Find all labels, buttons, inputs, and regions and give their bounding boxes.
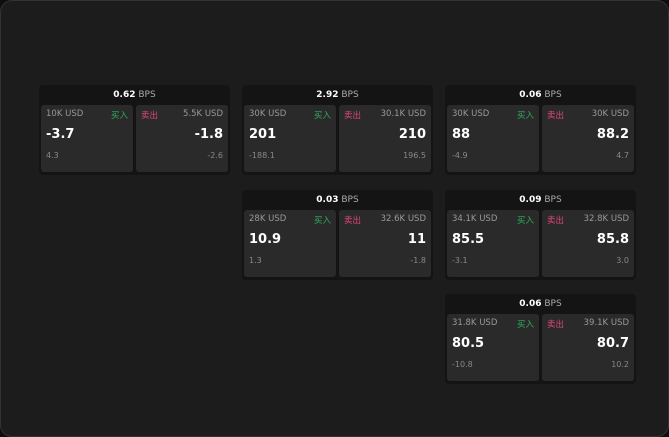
sell-size: 30K USD — [591, 109, 629, 119]
buy-size: 34.1K USD — [452, 214, 498, 224]
sell-size: 5.5K USD — [183, 109, 223, 119]
sell-label: 卖出 — [141, 111, 159, 121]
spread-value: 0.03 — [316, 195, 339, 205]
quote-card: 2.92 BPS 30K USD 买入 201 -188.1 卖出 30.1K US… — [242, 85, 433, 175]
sell-price: -1.8 — [194, 127, 223, 142]
sell-change: 10.2 — [611, 360, 629, 369]
buy-label: 买入 — [516, 320, 534, 330]
sell-change: 196.5 — [403, 151, 426, 160]
quote-card: 0.03 BPS 28K USD 买入 10.9 1.3 卖出 32.6K USD … — [242, 190, 433, 280]
spread-value: 0.06 — [519, 90, 542, 100]
buy-cell[interactable]: 10K USD 买入 -3.7 4.3 — [41, 105, 133, 172]
buy-price: 85.5 — [452, 232, 485, 247]
buy-size: 30K USD — [452, 109, 490, 119]
spread-header: 2.92 BPS — [242, 85, 433, 105]
sell-cell[interactable]: 卖出 32.6K USD 11 -1.8 — [339, 210, 431, 277]
sell-cell[interactable]: 卖出 30K USD 88.2 4.7 — [542, 105, 634, 172]
spread-header: 0.03 BPS — [242, 190, 433, 210]
buy-cell[interactable]: 34.1K USD 买入 85.5 -3.1 — [447, 210, 539, 277]
spread-header: 0.06 BPS — [445, 85, 636, 105]
buy-label: 买入 — [516, 216, 534, 226]
sell-label: 卖出 — [344, 216, 362, 226]
sell-cell[interactable]: 卖出 39.1K USD 80.7 10.2 — [542, 314, 634, 381]
sell-price: 88.2 — [596, 127, 629, 142]
quote-card: 0.06 BPS 30K USD 买入 88 -4.9 卖出 30K USD 88.… — [445, 85, 636, 175]
sell-price: 80.7 — [596, 336, 629, 351]
spread-value: 2.92 — [316, 90, 339, 100]
spread-value: 0.09 — [519, 195, 542, 205]
buy-label: 买入 — [313, 111, 331, 121]
sell-cell[interactable]: 卖出 32.8K USD 85.8 3.0 — [542, 210, 634, 277]
sell-change: -2.6 — [207, 151, 223, 160]
sell-price: 85.8 — [596, 232, 629, 247]
spread-unit: BPS — [544, 299, 562, 309]
quote-card: 0.06 BPS 31.8K USD 买入 80.5 -10.8 卖出 39.1K … — [445, 294, 636, 384]
sell-price: 210 — [398, 127, 426, 142]
spread-value: 0.62 — [113, 90, 136, 100]
quote-card: 0.09 BPS 34.1K USD 买入 85.5 -3.1 卖出 32.8K U… — [445, 190, 636, 280]
buy-label: 买入 — [313, 216, 331, 226]
sell-cell[interactable]: 卖出 30.1K USD 210 196.5 — [339, 105, 431, 172]
spread-unit: BPS — [341, 90, 359, 100]
buy-label: 买入 — [110, 111, 128, 121]
sell-size: 32.6K USD — [380, 214, 426, 224]
sell-size: 32.8K USD — [583, 214, 629, 224]
buy-cell[interactable]: 30K USD 买入 201 -188.1 — [244, 105, 336, 172]
sell-label: 卖出 — [344, 111, 362, 121]
sell-label: 卖出 — [547, 111, 565, 121]
buy-price: -3.7 — [46, 127, 75, 142]
buy-size: 28K USD — [249, 214, 287, 224]
buy-label: 买入 — [516, 111, 534, 121]
sell-label: 卖出 — [547, 216, 565, 226]
sell-change: -1.8 — [410, 256, 426, 265]
spread-header: 0.09 BPS — [445, 190, 636, 210]
buy-cell[interactable]: 30K USD 买入 88 -4.9 — [447, 105, 539, 172]
sell-price: 11 — [407, 232, 426, 247]
spread-unit: BPS — [544, 90, 562, 100]
spread-unit: BPS — [341, 195, 359, 205]
sell-size: 30.1K USD — [380, 109, 426, 119]
sell-change: 3.0 — [616, 256, 629, 265]
quote-card: 0.62 BPS 10K USD 买入 -3.7 4.3 卖出 5.5K USD -… — [39, 85, 230, 175]
spread-value: 0.06 — [519, 299, 542, 309]
buy-size: 30K USD — [249, 109, 287, 119]
buy-change: -3.1 — [452, 256, 468, 265]
buy-size: 31.8K USD — [452, 318, 498, 328]
buy-cell[interactable]: 28K USD 买入 10.9 1.3 — [244, 210, 336, 277]
sell-size: 39.1K USD — [583, 318, 629, 328]
spread-header: 0.06 BPS — [445, 294, 636, 314]
buy-change: 1.3 — [249, 256, 262, 265]
spread-unit: BPS — [544, 195, 562, 205]
buy-change: 4.3 — [46, 151, 59, 160]
buy-size: 10K USD — [46, 109, 84, 119]
sell-cell[interactable]: 卖出 5.5K USD -1.8 -2.6 — [136, 105, 228, 172]
spread-header: 0.62 BPS — [39, 85, 230, 105]
sell-change: 4.7 — [616, 151, 629, 160]
buy-price: 201 — [249, 127, 277, 142]
sell-label: 卖出 — [547, 320, 565, 330]
buy-change: -4.9 — [452, 151, 468, 160]
buy-change: -10.8 — [452, 360, 473, 369]
buy-price: 10.9 — [249, 232, 282, 247]
buy-change: -188.1 — [249, 151, 275, 160]
spread-unit: BPS — [138, 90, 156, 100]
buy-price: 88 — [452, 127, 471, 142]
buy-cell[interactable]: 31.8K USD 买入 80.5 -10.8 — [447, 314, 539, 381]
buy-price: 80.5 — [452, 336, 485, 351]
